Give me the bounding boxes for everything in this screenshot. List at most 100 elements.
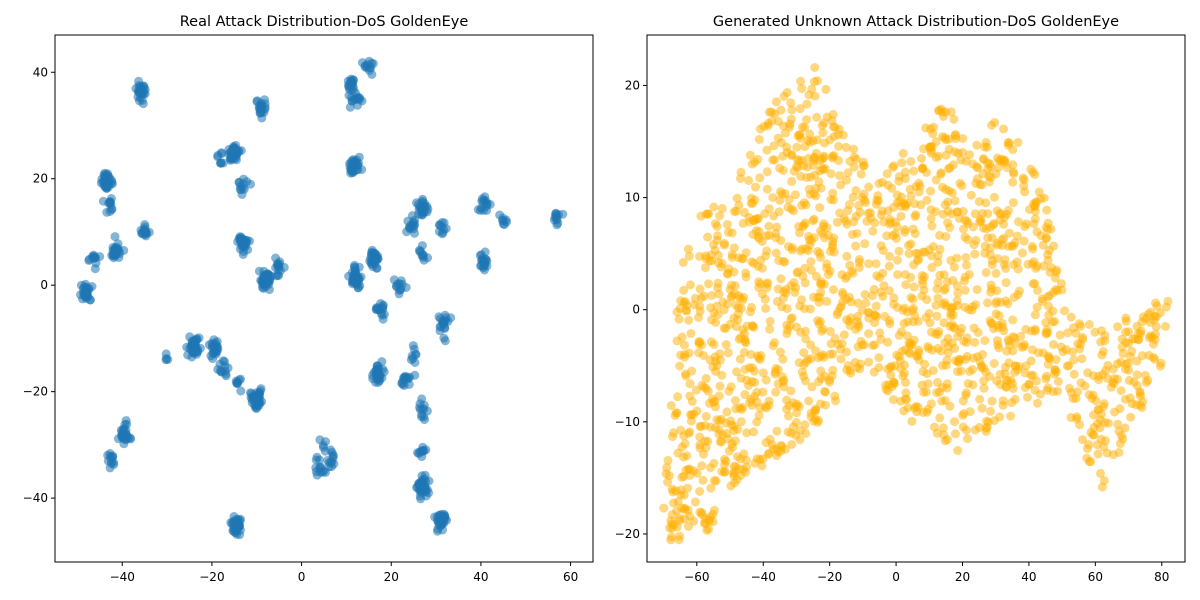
scatter-point xyxy=(409,344,419,354)
scatter-point xyxy=(1000,255,1010,265)
scatter-point xyxy=(678,257,688,267)
scatter-point xyxy=(828,236,838,246)
scatter-point xyxy=(721,340,731,350)
scatter-point xyxy=(972,285,982,295)
scatter-point xyxy=(790,287,800,297)
scatter-point xyxy=(986,406,995,416)
scatter-point xyxy=(871,259,881,269)
scatter-point xyxy=(715,381,725,391)
scatter-point xyxy=(757,263,767,273)
scatter-point xyxy=(741,268,751,278)
scatter-point xyxy=(713,231,722,241)
scatter-point xyxy=(926,251,936,261)
scatter-point xyxy=(1097,350,1107,360)
scatter-point xyxy=(938,182,947,192)
scatter-point xyxy=(694,348,704,358)
scatter-point xyxy=(1021,324,1031,334)
scatter-point xyxy=(1033,398,1042,408)
scatter-point xyxy=(695,284,705,294)
scatter-point xyxy=(971,235,981,245)
scatter-point xyxy=(1020,222,1030,232)
scatter-point xyxy=(1068,347,1078,357)
scatter-point xyxy=(835,171,845,181)
scatter-point xyxy=(786,386,796,396)
scatter-point xyxy=(762,184,772,194)
scatter-point xyxy=(1025,205,1034,214)
scatter-point xyxy=(1041,329,1051,339)
scatter-point xyxy=(849,144,859,154)
scatter-point xyxy=(876,287,886,297)
left-y-ticks: −40 −20 0 20 40 xyxy=(23,65,55,505)
scatter-point xyxy=(853,298,863,308)
scatter-point xyxy=(189,336,199,346)
scatter-point xyxy=(1002,346,1012,356)
x-tick-label: 40 xyxy=(473,570,488,584)
scatter-point xyxy=(820,400,830,410)
scatter-point xyxy=(1113,419,1123,429)
scatter-point xyxy=(849,152,859,162)
scatter-point xyxy=(1118,348,1128,358)
scatter-point xyxy=(950,196,960,206)
scatter-point xyxy=(710,352,720,362)
scatter-point xyxy=(974,197,984,207)
scatter-point xyxy=(844,292,854,302)
scatter-point xyxy=(105,207,115,216)
scatter-point xyxy=(869,367,879,377)
scatter-point xyxy=(1030,310,1040,320)
x-tick-label: 0 xyxy=(298,570,306,584)
scatter-point xyxy=(1030,170,1040,179)
scatter-point xyxy=(732,367,742,377)
scatter-point xyxy=(960,285,970,295)
scatter-point xyxy=(963,434,972,444)
x-tick-label: −20 xyxy=(817,570,842,584)
scatter-point xyxy=(440,310,450,320)
scatter-point xyxy=(1006,411,1016,421)
scatter-point xyxy=(803,153,813,163)
scatter-point xyxy=(216,158,226,168)
scatter-point xyxy=(418,194,428,204)
scatter-point xyxy=(1156,358,1166,368)
scatter-point xyxy=(917,380,927,390)
scatter-point xyxy=(762,145,772,155)
scatter-point xyxy=(672,307,682,317)
scatter-point xyxy=(764,204,774,214)
scatter-point xyxy=(935,413,945,423)
scatter-point xyxy=(861,298,871,308)
scatter-point xyxy=(1146,307,1156,317)
scatter-point xyxy=(1145,317,1155,327)
scatter-point xyxy=(776,441,786,450)
scatter-point xyxy=(782,142,792,152)
scatter-point xyxy=(894,246,904,256)
scatter-point xyxy=(870,218,880,228)
scatter-point xyxy=(690,497,700,507)
x-tick-label: −20 xyxy=(199,570,224,584)
scatter-point xyxy=(673,392,683,402)
scatter-point xyxy=(721,323,731,333)
scatter-point xyxy=(1001,382,1011,392)
scatter-point xyxy=(811,346,821,356)
scatter-point xyxy=(987,120,997,130)
scatter-point xyxy=(1013,365,1023,375)
scatter-point xyxy=(947,209,957,219)
scatter-point xyxy=(161,355,171,365)
scatter-point xyxy=(1018,173,1028,183)
scatter-point xyxy=(251,403,260,413)
scatter-point xyxy=(735,354,745,364)
scatter-point xyxy=(801,244,811,254)
scatter-point xyxy=(730,281,740,291)
scatter-point xyxy=(877,206,887,216)
scatter-point xyxy=(745,150,755,160)
scatter-point xyxy=(1031,263,1041,273)
scatter-point xyxy=(695,443,705,453)
scatter-point xyxy=(922,195,932,205)
scatter-point xyxy=(716,414,726,424)
scatter-point xyxy=(818,128,828,138)
scatter-point xyxy=(993,254,1003,263)
scatter-point xyxy=(723,269,733,279)
scatter-point xyxy=(906,157,916,166)
scatter-point xyxy=(1073,387,1083,397)
scatter-point xyxy=(802,99,812,109)
scatter-point xyxy=(423,253,433,263)
scatter-point xyxy=(799,198,809,208)
